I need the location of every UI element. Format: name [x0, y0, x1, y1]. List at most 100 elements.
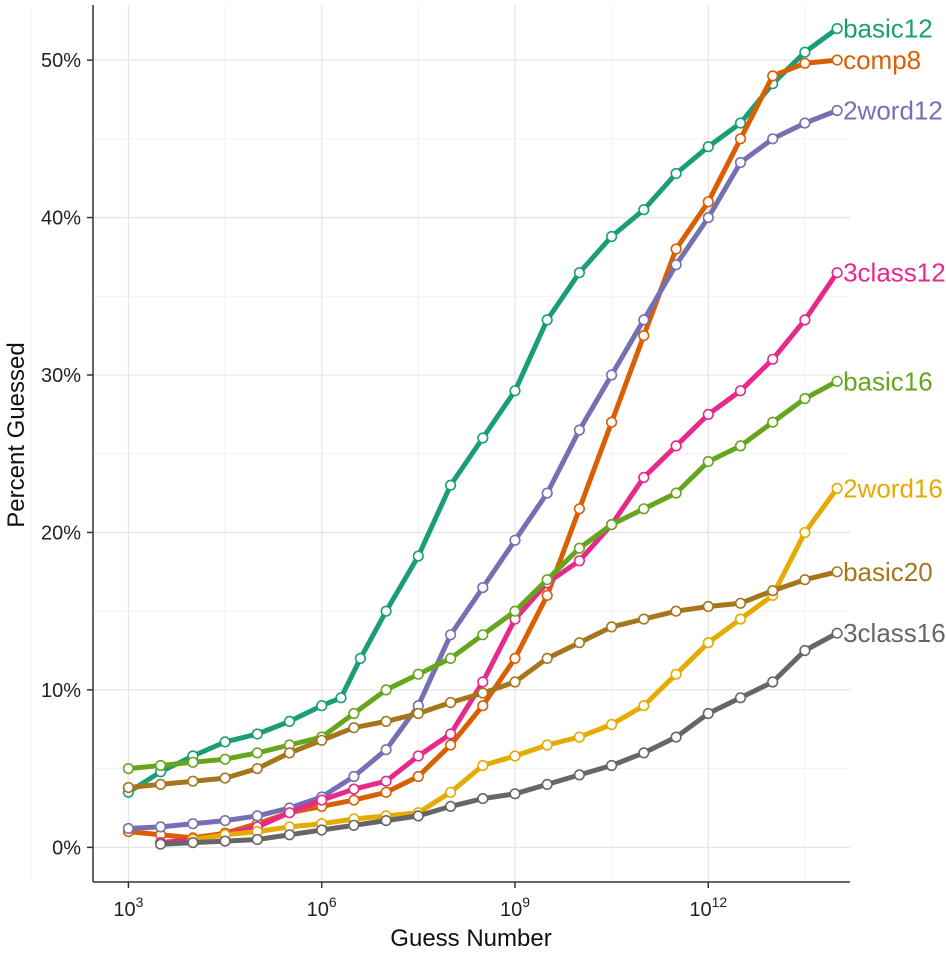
series-point: [477, 792, 489, 805]
series-point: [541, 589, 553, 602]
series-point: [670, 259, 682, 271]
series-2word16: [187, 482, 843, 846]
series-point: [734, 117, 747, 129]
series-point: [638, 613, 650, 625]
series-point: [573, 542, 586, 554]
series-point: [831, 627, 843, 639]
series-point: [445, 696, 457, 709]
x-ticks: 103 106 109 1012: [113, 882, 727, 921]
series-point: [348, 722, 360, 734]
series-point: [831, 482, 843, 495]
series-line: [158, 270, 840, 846]
series-point: [380, 775, 392, 787]
series-label-3class12: 3class12: [843, 258, 946, 288]
series-point: [412, 750, 424, 762]
series-point: [670, 487, 682, 499]
series-point: [573, 424, 586, 436]
series-point: [605, 518, 618, 531]
series-point: [573, 267, 586, 279]
series-point: [605, 718, 618, 731]
series-point: [283, 829, 296, 841]
series-point: [509, 676, 521, 688]
series-point: [573, 731, 586, 743]
series-point: [670, 668, 682, 680]
series-point: [412, 707, 424, 720]
series-point: [831, 104, 843, 117]
series-point: [799, 46, 811, 58]
series-label-comp8: comp8: [843, 45, 921, 75]
series-2word12: [122, 104, 843, 835]
series-point: [638, 503, 650, 515]
series-point: [670, 167, 682, 180]
series-point: [605, 416, 618, 428]
series-point: [509, 605, 521, 617]
series-point: [734, 385, 747, 397]
series-point: [638, 700, 650, 712]
series-point: [348, 707, 360, 720]
series-basic16: [122, 375, 843, 775]
series-point: [348, 794, 360, 806]
series-label-basic16: basic16: [843, 366, 933, 396]
series-point: [219, 753, 231, 765]
y-axis-title: Percent Guessed: [3, 342, 30, 527]
series-point: [541, 778, 553, 791]
series-point: [573, 769, 586, 781]
series-point: [509, 385, 521, 397]
y-tick-label: 20%: [41, 522, 81, 544]
series-point: [445, 786, 457, 798]
x-axis-title: Guess Number: [390, 925, 551, 952]
series-point: [702, 637, 714, 649]
series-point: [380, 744, 392, 756]
series-basic12: [122, 22, 843, 798]
series-point: [767, 353, 779, 365]
series-point: [541, 739, 553, 751]
series-point: [605, 369, 618, 381]
series-point: [283, 715, 296, 728]
series-point: [412, 550, 424, 562]
series-point: [380, 684, 392, 696]
series-point: [799, 644, 811, 657]
series-point: [122, 762, 134, 775]
x-tick-label: 103: [113, 894, 143, 921]
series-point: [251, 833, 263, 846]
series-point: [251, 762, 263, 775]
series-point: [445, 728, 457, 740]
series-point: [219, 736, 231, 748]
series-point: [251, 810, 263, 822]
series-point: [799, 314, 811, 326]
series-point: [187, 836, 199, 849]
series-point: [155, 778, 167, 791]
series-point: [670, 243, 682, 255]
series-point: [638, 747, 650, 759]
series-point: [380, 715, 392, 728]
series-label-3class16: 3class16: [843, 618, 946, 648]
series-point: [573, 637, 586, 649]
series-point: [445, 800, 457, 813]
series-basic20: [122, 566, 843, 794]
series-point: [638, 330, 650, 342]
series-point: [122, 822, 134, 835]
series-point: [831, 566, 843, 578]
series-point: [251, 728, 263, 740]
grid: [31, 5, 850, 882]
series-point: [316, 794, 328, 806]
series-point: [187, 775, 199, 787]
series-point: [767, 676, 779, 688]
series-point: [734, 133, 747, 145]
series-point: [412, 810, 424, 822]
series-point: [702, 141, 714, 153]
series-point: [638, 314, 650, 326]
series-point: [831, 375, 843, 387]
series-point: [477, 581, 489, 594]
series-point: [541, 652, 553, 665]
series-point: [477, 759, 489, 772]
series-3class16: [155, 627, 843, 850]
series-point: [573, 503, 586, 515]
series-point: [445, 739, 457, 751]
series-point: [702, 212, 714, 224]
series-point: [734, 440, 747, 452]
series-point: [702, 196, 714, 208]
x-tick-label: 106: [307, 894, 337, 921]
series-point: [541, 314, 553, 326]
series-point: [702, 408, 714, 421]
